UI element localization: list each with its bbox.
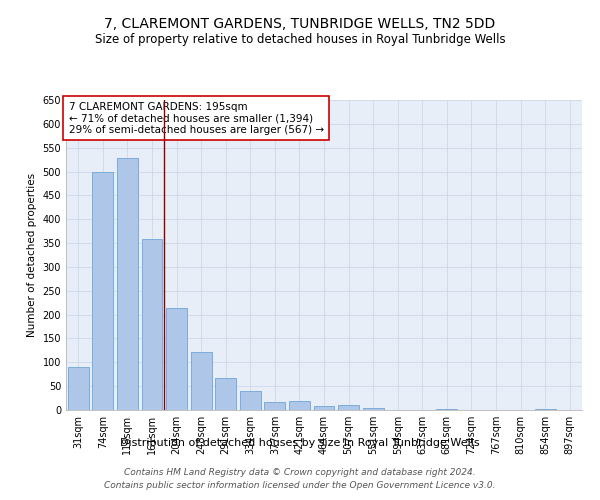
Text: 7, CLAREMONT GARDENS, TUNBRIDGE WELLS, TN2 5DD: 7, CLAREMONT GARDENS, TUNBRIDGE WELLS, T… [104,18,496,32]
Bar [191,352,212,410]
Bar [240,391,261,410]
Bar [535,409,556,410]
Bar [68,367,89,410]
Bar [92,172,113,410]
Bar [117,158,138,410]
Bar [289,402,310,410]
Text: Size of property relative to detached houses in Royal Tunbridge Wells: Size of property relative to detached ho… [95,32,505,46]
Y-axis label: Number of detached properties: Number of detached properties [27,173,37,337]
Text: Contains HM Land Registry data © Crown copyright and database right 2024.: Contains HM Land Registry data © Crown c… [124,468,476,477]
Text: Contains public sector information licensed under the Open Government Licence v3: Contains public sector information licen… [104,482,496,490]
Bar [436,408,457,410]
Bar [142,240,163,410]
Bar [265,402,286,410]
Bar [362,408,383,410]
Bar [314,406,334,410]
Text: Distribution of detached houses by size in Royal Tunbridge Wells: Distribution of detached houses by size … [120,438,480,448]
Text: 7 CLAREMONT GARDENS: 195sqm
← 71% of detached houses are smaller (1,394)
29% of : 7 CLAREMONT GARDENS: 195sqm ← 71% of det… [68,102,324,134]
Bar [215,378,236,410]
Bar [166,308,187,410]
Bar [338,405,359,410]
